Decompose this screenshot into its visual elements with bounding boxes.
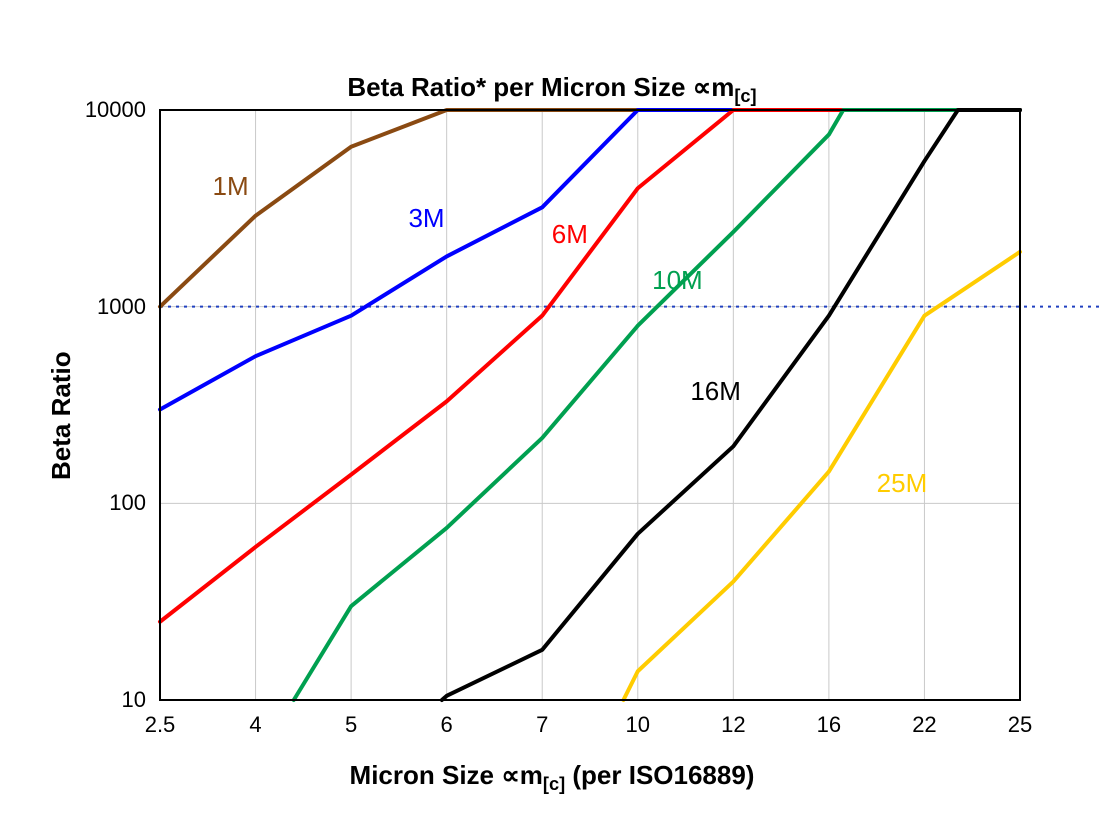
chart-svg	[0, 0, 1104, 824]
x-tick-label: 5	[345, 712, 357, 738]
x-tick-label: 25	[1008, 712, 1032, 738]
series-label-3m: 3M	[408, 203, 444, 234]
x-tick-label: 12	[721, 712, 745, 738]
series-label-16m: 16M	[690, 376, 741, 407]
x-tick-label: 4	[249, 712, 261, 738]
x-tick-label: 7	[536, 712, 548, 738]
x-tick-label: 16	[817, 712, 841, 738]
x-tick-label: 2.5	[145, 712, 176, 738]
series-label-25m: 25M	[877, 468, 928, 499]
chart-container: Beta Ratio* per Micron Size ∝m[c] Beta R…	[0, 0, 1104, 824]
x-tick-label: 22	[912, 712, 936, 738]
series-label-6m: 6M	[552, 219, 588, 250]
x-tick-label: 10	[626, 712, 650, 738]
series-label-1m: 1M	[213, 171, 249, 202]
series-label-10m: 10M	[652, 265, 703, 296]
x-tick-label: 6	[441, 712, 453, 738]
